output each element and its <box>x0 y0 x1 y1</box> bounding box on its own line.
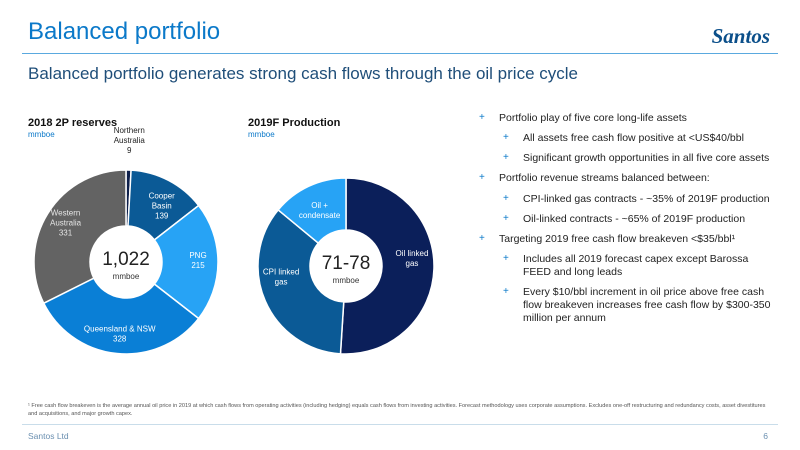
plus-bullet-icon: + <box>479 112 485 123</box>
bullet-text: Portfolio revenue streams balanced betwe… <box>499 172 710 185</box>
bullet-item: + Portfolio revenue streams balanced betw… <box>475 172 775 185</box>
production-chart-header: 2019F Production mmboe <box>248 117 340 139</box>
donut-slice-oil-linked-gas <box>339 177 435 355</box>
reserves-chart-title: 2018 2P reserves <box>28 117 118 129</box>
production-chart-title: 2019F Production <box>248 117 341 129</box>
plus-bullet-icon: + <box>503 252 509 264</box>
footer-company: Santos Ltd <box>28 431 69 441</box>
bullet-text: All assets free cash flow positive at <U… <box>523 132 744 145</box>
donut-center-unit: mmboe <box>333 276 360 285</box>
slice-label-cooper-basin: Cooper Basin 139 <box>149 191 176 220</box>
donut-center-value: 1,022 <box>102 249 150 270</box>
slice-label-queensland-nsw: Queensland & NSW 328 <box>84 325 156 344</box>
sub-bullet-item: + CPI-linked gas contracts - ~35% of 2019… <box>475 193 775 206</box>
plus-bullet-icon: + <box>479 172 485 184</box>
donut-slice-png <box>153 204 219 320</box>
bullet-list: + Portfolio play of five core long-life a… <box>475 112 775 333</box>
donut-slice-western-australia <box>33 169 127 305</box>
production-chart-unit: mmboe <box>248 130 275 139</box>
plus-bullet-icon: + <box>503 286 509 298</box>
bullet-text: Portfolio play of five core long-life as… <box>499 112 687 124</box>
donut-slice-oil-condensate <box>277 177 347 245</box>
plus-bullet-icon: + <box>503 132 509 144</box>
bullet-text: CPI-linked gas contracts - ~35% of 2019F… <box>523 192 770 205</box>
title-divider <box>22 53 778 54</box>
donut-center-value: 71-78 <box>322 253 371 274</box>
bullet-text: Includes all 2019 forecast capex except … <box>523 252 749 278</box>
sub-bullet-item: + Significant growth opportunities in all… <box>475 152 775 165</box>
plus-bullet-icon: + <box>479 232 485 244</box>
slice-label-oil-linked-gas: Oil linked gas <box>396 249 429 268</box>
sub-bullet-item: + Includes all 2019 forecast capex except… <box>475 253 775 279</box>
slice-label-western-australia: Western Australia 331 <box>50 208 82 237</box>
slide-subtitle: Balanced portfolio generates strong cash… <box>28 64 578 83</box>
plus-bullet-icon: + <box>503 152 509 164</box>
bullet-text: Oil-linked contracts - ~65% of 2019F pro… <box>523 212 746 225</box>
slice-label-cpi-linked-gas: CPI linked gas <box>263 268 299 287</box>
bullet-text: Targeting 2019 free cash flow breakeven … <box>499 232 736 245</box>
slice-label-northern-australia: Northern Australia 9 <box>114 126 146 155</box>
footer-divider <box>22 424 778 425</box>
bullet-item: + Targeting 2019 free cash flow breakeven… <box>475 233 775 246</box>
reserves-chart-header: 2018 2P reserves mmboe <box>28 117 117 139</box>
slide-title: Balanced portfolio <box>28 18 221 45</box>
sub-bullet-item: + All assets free cash flow positive at <… <box>475 132 775 145</box>
plus-bullet-icon: + <box>503 192 509 204</box>
slice-label-png: PNG 215 <box>189 251 206 270</box>
slice-label-oil-condensate: Oil + condensate <box>299 201 341 220</box>
donut-slice-queensland-nsw <box>42 277 200 355</box>
bullet-item: + Portfolio play of five core long-life a… <box>475 112 775 125</box>
donut-center-unit: mmboe <box>113 272 140 281</box>
bullet-text: Significant growth opportunities in all … <box>523 152 770 165</box>
donut-slice-cpi-linked-gas <box>257 208 345 355</box>
reserves-chart-unit: mmboe <box>28 130 55 139</box>
sub-bullet-item: + Every $10/bbl increment in oil price ab… <box>475 286 775 325</box>
sub-bullet-item: + Oil-linked contracts - ~65% of 2019F pr… <box>475 213 775 226</box>
footnote: ¹ Free cash flow breakeven is the averag… <box>28 403 766 418</box>
plus-bullet-icon: + <box>503 212 509 224</box>
bullet-text: Every $10/bbl increment in oil price abo… <box>523 286 771 325</box>
santos-logo: Santos <box>711 24 770 48</box>
page-number: 6 <box>763 431 768 441</box>
